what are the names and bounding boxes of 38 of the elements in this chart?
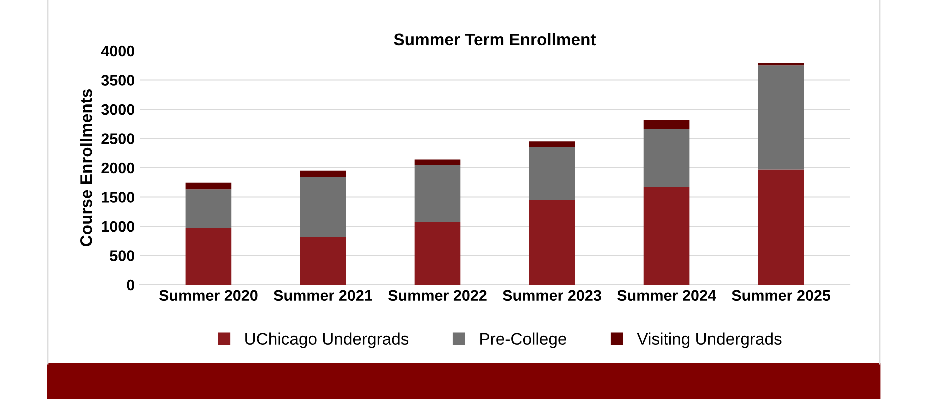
bar (529, 146, 576, 200)
y-tick-label: 1000 (102, 221, 135, 232)
legend-label: Pre-College (480, 332, 566, 348)
bar (758, 170, 804, 285)
bar (644, 187, 690, 285)
bar (644, 129, 690, 188)
x-tick-label: Summer 2021 (274, 290, 372, 302)
bar (414, 165, 461, 222)
bar (186, 190, 232, 228)
y-tick-label: 3500 (102, 75, 135, 86)
x-tick-label: Summer 2023 (503, 290, 602, 302)
bar (414, 222, 461, 285)
bar (758, 66, 804, 170)
legend-label: UChicago Undergrads (246, 332, 409, 348)
bar (300, 170, 346, 178)
x-tick-label: Summer 2022 (388, 290, 487, 302)
bar (529, 200, 576, 285)
y-tick-label: 2500 (102, 134, 135, 144)
y-tick-label: 3000 (102, 104, 135, 116)
bar (300, 177, 346, 238)
x-tick-label: Summer 2025 (732, 290, 831, 302)
bar (529, 142, 576, 147)
bar (758, 62, 804, 66)
bar (186, 228, 232, 285)
y-tick-label: 1500 (102, 192, 135, 203)
y-tick-label: 0 (127, 280, 135, 291)
chart-title: Summer Term Enrollment (394, 33, 596, 46)
y-axis-title: Course Enrollments (80, 89, 92, 246)
y-tick-label: 4000 (101, 46, 135, 57)
y-tick-label: 500 (110, 250, 135, 262)
bar (414, 160, 461, 166)
bar (186, 182, 232, 190)
x-tick-label: Summer 2020 (159, 290, 258, 302)
bar (300, 237, 346, 285)
y-tick-label: 2000 (102, 162, 135, 174)
x-tick-label: Summer 2024 (618, 290, 716, 302)
legend-label: Visiting Undergrads (637, 332, 782, 348)
bar (644, 120, 690, 130)
